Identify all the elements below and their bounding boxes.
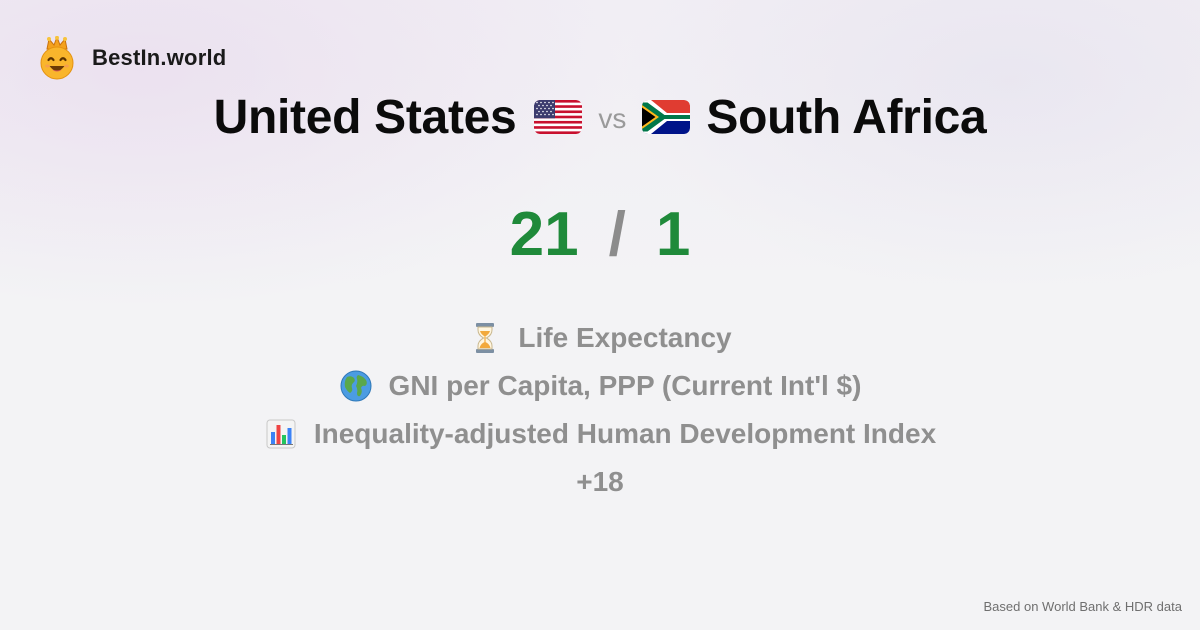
metric-item: GNI per Capita, PPP (Current Int'l $) [0,362,1200,410]
metric-label: Life Expectancy [518,322,732,353]
bar-chart-icon [266,419,296,449]
left-country-name: United States [213,90,517,144]
metric-label: GNI per Capita, PPP (Current Int'l $) [388,370,862,401]
vs-label: vs [598,103,627,134]
metrics-list: Life Expectancy GNI per Capita, PPP (Cur… [0,314,1200,506]
more-metrics-count: +18 [576,466,624,497]
brand-name: BestIn.world [92,45,227,70]
right-country-name: South Africa [706,90,987,144]
globe-icon [340,370,372,402]
us-flag-icon [534,100,583,134]
metric-item: Inequality-adjusted Human Development In… [0,410,1200,458]
score-separator: / [608,199,626,269]
south-africa-flag-icon [642,100,691,134]
metric-item: Life Expectancy [0,314,1200,362]
score: 21 / 1 [0,196,1200,272]
comparison-title: United States vs [0,86,1200,148]
right-score: 1 [655,199,691,269]
brand[interactable]: BestIn.world [38,36,226,80]
metric-label: Inequality-adjusted Human Development In… [313,418,937,449]
left-score: 21 [509,199,579,269]
hourglass-icon [476,323,495,353]
data-source-note: Based on World Bank & HDR data [983,599,1182,614]
crowned-smiley-icon [40,36,74,80]
